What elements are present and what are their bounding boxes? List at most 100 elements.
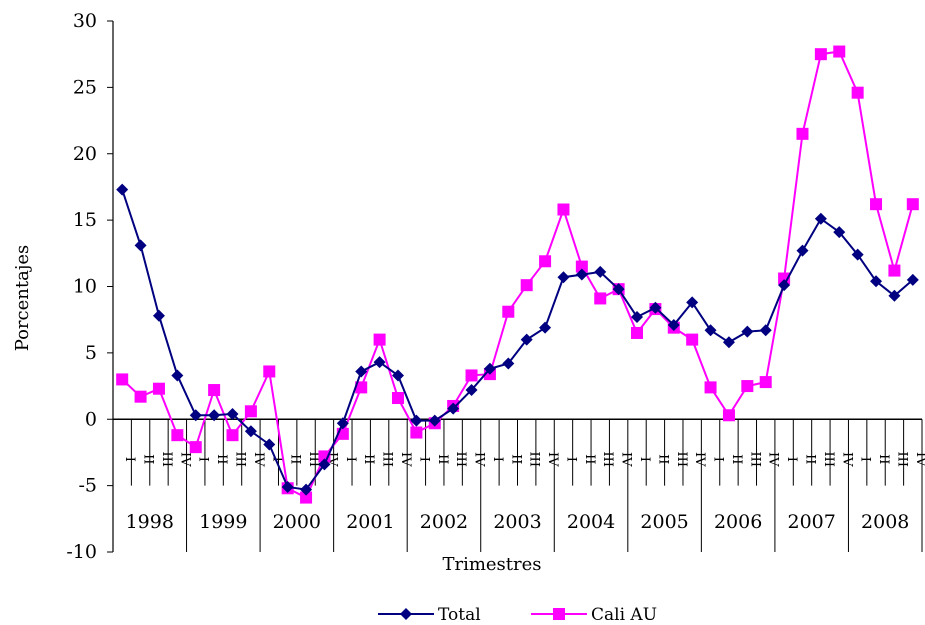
cali-au-point <box>631 326 644 339</box>
total-point <box>263 438 276 451</box>
total-point <box>373 356 386 369</box>
cali-au-point <box>189 441 202 454</box>
cali-au-point <box>263 365 276 378</box>
total-point <box>134 239 147 252</box>
total-point <box>851 248 864 261</box>
total-point <box>612 283 625 296</box>
cali-au-point <box>594 292 607 305</box>
total-point <box>502 357 515 370</box>
total-point <box>152 309 165 322</box>
quarter-label: IV <box>177 452 192 467</box>
total-point <box>116 183 129 196</box>
cali-au-point <box>465 369 478 382</box>
total-point <box>796 244 809 257</box>
total-point <box>686 296 699 309</box>
total-point <box>906 273 919 286</box>
y-tick-label: 25 <box>73 76 97 98</box>
cali-au-point <box>759 376 772 389</box>
y-tick-label: 30 <box>73 10 97 32</box>
quarter-label: II <box>288 454 303 464</box>
quarter-label: I <box>122 457 137 462</box>
total-point <box>870 275 883 288</box>
cali-au-point <box>888 264 901 277</box>
total-point <box>722 336 735 349</box>
quarter-label: II <box>141 454 156 464</box>
quarter-label: I <box>196 457 211 462</box>
quarter-label: II <box>876 454 891 464</box>
legend-cali-au-marker <box>553 608 565 620</box>
cali-au-point <box>796 127 809 140</box>
quarter-label: IV <box>913 452 925 467</box>
y-axis-title: Porcentajes <box>12 245 33 352</box>
cali-au-point <box>814 48 827 61</box>
year-label: 1999 <box>199 511 247 533</box>
total-point <box>631 311 644 324</box>
total-point <box>814 212 827 225</box>
total-point <box>391 369 404 382</box>
total-point <box>428 414 441 427</box>
quarter-label: II <box>361 454 376 464</box>
quarter-label: III <box>159 452 174 467</box>
total-point <box>539 321 552 334</box>
total-point <box>520 333 533 346</box>
y-tick-label: 5 <box>85 342 97 364</box>
cali-au-point <box>116 373 129 386</box>
quarter-label: II <box>655 454 670 464</box>
quarter-label: I <box>490 457 505 462</box>
total-point <box>465 384 478 397</box>
cali-au-point <box>704 381 717 394</box>
year-label: 2008 <box>861 511 909 533</box>
cali-au-point <box>906 198 919 211</box>
cali-au-point <box>833 45 846 58</box>
year-label: 2003 <box>493 511 541 533</box>
quarter-label: III <box>894 452 909 467</box>
total-point <box>557 271 570 284</box>
cali-au-point <box>152 382 165 395</box>
quarter-label: IV <box>545 452 560 467</box>
total-point <box>447 402 460 415</box>
total-point <box>778 279 791 292</box>
year-label: 2000 <box>273 511 321 533</box>
year-label: 2005 <box>640 511 688 533</box>
cali-au-point <box>355 381 368 394</box>
quarter-label: IV <box>692 452 707 467</box>
total-point <box>318 458 331 471</box>
quarter-label: III <box>380 452 395 467</box>
legend-cali-au-label: Cali AU <box>591 605 657 625</box>
cali-au-point <box>686 333 699 346</box>
cali-au-series-line <box>121 50 914 499</box>
quarter-label: II <box>582 454 597 464</box>
y-tick-label: 15 <box>73 209 97 231</box>
total-point <box>208 409 221 422</box>
total-point <box>410 414 423 427</box>
quarter-label: IV <box>251 452 266 467</box>
year-label: 1998 <box>126 511 174 533</box>
quarter-label: II <box>729 454 744 464</box>
quarter-label: IV <box>766 452 781 467</box>
total-point <box>281 480 294 493</box>
cali-au-point <box>208 384 221 397</box>
cali-au-point <box>741 380 754 393</box>
year-label: 2006 <box>714 511 762 533</box>
total-point <box>300 483 313 496</box>
legend-total-label: Total <box>438 605 481 625</box>
year-label: 2004 <box>567 511 615 533</box>
total-point <box>667 318 680 331</box>
y-tick-label: -5 <box>78 475 97 497</box>
total-point <box>833 226 846 239</box>
quarter-label: II <box>214 454 229 464</box>
cali-au-point <box>373 333 386 346</box>
quarter-label: I <box>711 457 726 462</box>
cali-au-point <box>557 203 570 216</box>
quarter-label: IV <box>472 452 487 467</box>
cali-au-point <box>391 392 404 405</box>
cali-au-point <box>134 390 147 403</box>
total-point <box>189 409 202 422</box>
quarter-label: I <box>269 457 284 462</box>
quarter-label: III <box>674 452 689 467</box>
total-point <box>741 325 754 338</box>
quarter-label: I <box>416 457 431 462</box>
cali-au-point <box>575 260 588 273</box>
total-point <box>759 324 772 337</box>
